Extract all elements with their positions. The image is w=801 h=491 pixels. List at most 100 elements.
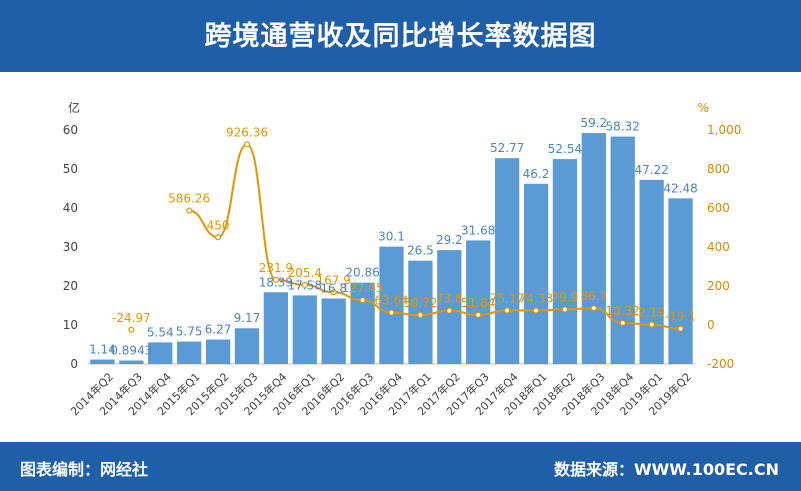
growth-point bbox=[359, 297, 366, 304]
growth-data-label: 127.45 bbox=[342, 281, 384, 295]
bar-data-label: 1.14 bbox=[89, 343, 116, 357]
bar-data-label: 5.54 bbox=[147, 325, 174, 339]
growth-data-label: 75.17 bbox=[490, 291, 524, 305]
bar-data-label: 5.75 bbox=[176, 325, 203, 339]
bar-data-label: 26.5 bbox=[407, 244, 434, 258]
bar-data-label: 31.68 bbox=[461, 223, 495, 237]
growth-point bbox=[475, 311, 482, 318]
bar bbox=[610, 136, 635, 364]
growth-point bbox=[648, 321, 655, 328]
left-tick-label: 10 bbox=[63, 318, 78, 332]
growth-point bbox=[561, 306, 569, 313]
growth-point bbox=[446, 307, 453, 314]
bar bbox=[350, 282, 375, 364]
right-tick-label: 0 bbox=[707, 318, 715, 332]
right-axis-unit: % bbox=[698, 101, 709, 115]
growth-data-label: -19.1 bbox=[665, 310, 696, 324]
growth-point bbox=[677, 325, 684, 332]
chart-header: 跨境通营收及同比增长率数据图 bbox=[0, 0, 801, 72]
growth-data-label: 586.26 bbox=[168, 192, 210, 206]
bar-data-label: 52.77 bbox=[490, 141, 524, 155]
growth-data-label: 50.72 bbox=[403, 296, 437, 310]
bar bbox=[177, 341, 202, 364]
bar-data-label: 29.2 bbox=[436, 233, 463, 247]
growth-point bbox=[128, 326, 135, 333]
bar bbox=[466, 240, 491, 364]
bar-data-label: 47.22 bbox=[634, 163, 668, 177]
bar bbox=[148, 342, 173, 364]
left-tick-label: 0 bbox=[70, 357, 78, 371]
growth-data-label: 10.32 bbox=[606, 304, 640, 318]
growth-point bbox=[504, 307, 511, 314]
chart-footer: 图表编制：网经社 数据来源：WWW.100EC.CN bbox=[0, 442, 801, 491]
growth-point bbox=[330, 289, 337, 296]
bar bbox=[321, 298, 346, 364]
bar bbox=[494, 158, 520, 364]
bar bbox=[581, 133, 606, 364]
growth-point bbox=[186, 207, 193, 214]
bar-data-label: 52.54 bbox=[548, 142, 582, 156]
growth-data-label: 73.8 bbox=[436, 292, 463, 306]
bar-data-label: 46.2 bbox=[523, 167, 550, 181]
footer-compiler: 图表编制：网经社 bbox=[20, 460, 149, 479]
growth-data-label: 231.9 bbox=[259, 261, 293, 275]
growth-data-label: 2.19 bbox=[638, 306, 665, 320]
bar bbox=[119, 360, 144, 364]
bar-data-label: 30.1 bbox=[378, 230, 405, 244]
growth-data-label: 79.9 bbox=[552, 290, 579, 304]
right-tick-label: -200 bbox=[707, 357, 734, 371]
growth-data-label: 63.64 bbox=[374, 294, 408, 308]
bar-data-label: 58.32 bbox=[606, 120, 640, 134]
chart-title: 跨境通营收及同比增长率数据图 bbox=[204, 21, 597, 52]
left-tick-label: 60 bbox=[63, 123, 78, 137]
right-tick-label: 600 bbox=[707, 201, 730, 215]
bar bbox=[552, 159, 578, 364]
bar-data-label: 16.8 bbox=[320, 281, 347, 295]
growth-point bbox=[619, 319, 626, 327]
bar-data-label: 0.8943 bbox=[110, 344, 152, 358]
bar bbox=[263, 292, 289, 364]
left-tick-label: 50 bbox=[63, 162, 78, 176]
right-tick-label: 200 bbox=[707, 279, 730, 293]
growth-point bbox=[532, 307, 540, 314]
bar bbox=[639, 179, 664, 364]
growth-point bbox=[272, 276, 279, 283]
bar bbox=[234, 328, 260, 364]
left-axis-unit: 亿 bbox=[68, 100, 80, 115]
bar bbox=[379, 246, 404, 364]
bar bbox=[437, 250, 462, 364]
growth-data-label: 167.9 bbox=[317, 273, 351, 287]
bar bbox=[292, 295, 317, 364]
growth-point bbox=[417, 312, 424, 319]
growth-point bbox=[301, 281, 308, 289]
bar bbox=[523, 183, 549, 364]
bar-data-label: 9.17 bbox=[234, 311, 261, 325]
growth-data-label: 86.7 bbox=[580, 289, 607, 303]
right-tick-label: 400 bbox=[707, 240, 730, 254]
growth-data-label: 926.36 bbox=[226, 125, 268, 139]
growth-data-label: 74.33 bbox=[519, 292, 553, 306]
growth-data-label: 205.4 bbox=[288, 266, 322, 280]
growth-data-label: 450 bbox=[207, 218, 230, 232]
left-tick-label: 30 bbox=[63, 240, 78, 254]
bar-data-label: 18.39 bbox=[259, 275, 293, 289]
bar-data-label: 20.86 bbox=[345, 266, 379, 280]
bar bbox=[668, 198, 693, 364]
footer-source: 数据来源：WWW.100EC.CN bbox=[553, 460, 779, 479]
left-tick-label: 40 bbox=[63, 201, 78, 215]
growth-point bbox=[388, 309, 395, 316]
bar-data-label: 17.58 bbox=[288, 278, 322, 292]
right-tick-label: 800 bbox=[707, 162, 730, 176]
bar-data-label: 6.27 bbox=[205, 323, 232, 337]
growth-data-label: -24.97 bbox=[112, 311, 151, 325]
growth-point bbox=[590, 304, 597, 312]
bar-data-label: 59.2 bbox=[580, 116, 607, 130]
bar bbox=[90, 359, 115, 364]
bar bbox=[205, 339, 231, 364]
growth-data-label: 51.84 bbox=[461, 296, 495, 310]
left-tick-label: 20 bbox=[63, 279, 78, 293]
growth-point bbox=[214, 234, 222, 241]
growth-point bbox=[243, 141, 251, 148]
bar-data-label: 42.48 bbox=[663, 181, 697, 195]
